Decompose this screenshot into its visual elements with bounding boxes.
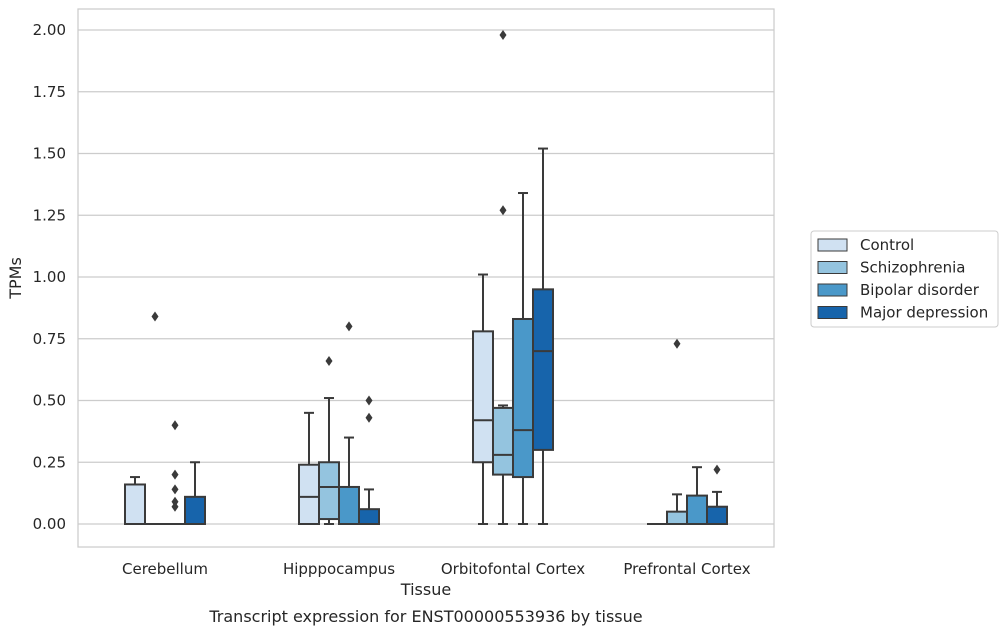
x-tick-label: Hipppocampus	[283, 560, 395, 578]
outlier-point	[325, 355, 333, 366]
box	[492, 406, 514, 476]
outlier-point	[345, 321, 353, 332]
outlier-point	[365, 395, 373, 406]
y-axis-label: TPMs	[6, 257, 25, 300]
chart-caption: Transcript expression for ENST0000055393…	[208, 607, 642, 626]
legend-frame	[810, 230, 999, 328]
series-bipolar-disorder	[165, 192, 708, 526]
box-plot-series	[124, 29, 728, 526]
legend-swatch	[817, 283, 848, 297]
legend-swatch	[817, 238, 848, 252]
gridlines	[78, 29, 774, 525]
y-tick-label: 1.50	[33, 145, 66, 163]
box	[184, 495, 206, 525]
x-tick-label: Cerebellum	[122, 560, 208, 578]
box	[298, 463, 320, 525]
outlier-point	[171, 420, 179, 431]
box	[338, 485, 360, 526]
box	[358, 508, 380, 525]
outlier-point	[171, 501, 179, 512]
legend-label: Schizophrenia	[860, 259, 965, 277]
y-tick-label: 1.75	[33, 83, 66, 101]
legend-swatch	[817, 306, 848, 319]
x-axis-label: Tissue	[400, 580, 451, 599]
y-tick-label: 2.00	[33, 21, 66, 39]
box	[686, 494, 708, 526]
outlier-point	[673, 338, 681, 349]
outlier-point	[365, 412, 373, 423]
x-tick-label: Orbitofontal Cortex	[441, 560, 585, 578]
series-control	[124, 273, 667, 526]
y-tick-label: 0.75	[33, 330, 66, 348]
box	[512, 317, 534, 479]
box	[472, 330, 494, 464]
legend-swatch	[817, 261, 848, 274]
x-tick-label: Prefrontal Cortex	[623, 560, 750, 578]
box	[318, 461, 340, 521]
y-tick-label: 0.00	[33, 515, 66, 533]
outlier-point	[151, 311, 159, 322]
box	[706, 505, 728, 525]
y-tick-label: 1.25	[33, 206, 66, 224]
plot-frame	[77, 8, 775, 548]
legend: Control Schizophrenia Bipolar disorder Majo…	[810, 230, 999, 328]
box	[124, 483, 146, 526]
y-axis: 0.00 0.25 0.50 0.75 1.00 1.25 1.50 1.75 2.00	[33, 21, 66, 533]
box	[666, 510, 688, 525]
y-tick-label: 1.00	[33, 268, 66, 286]
outlier-point	[171, 469, 179, 480]
legend-label: Bipolar disorder	[860, 281, 980, 299]
outlier-point	[713, 464, 721, 475]
y-tick-label: 0.50	[33, 392, 66, 410]
legend-label: Control	[860, 236, 914, 254]
x-axis: Cerebellum Hipppocampus Orbitofontal Corte…	[122, 560, 751, 578]
legend-label: Major depression	[860, 304, 988, 322]
series-major-depression	[184, 147, 728, 525]
outlier-point	[171, 484, 179, 495]
outlier-point	[499, 205, 507, 216]
box	[532, 288, 554, 451]
outlier-point	[499, 29, 507, 40]
y-tick-label: 0.25	[33, 453, 66, 471]
